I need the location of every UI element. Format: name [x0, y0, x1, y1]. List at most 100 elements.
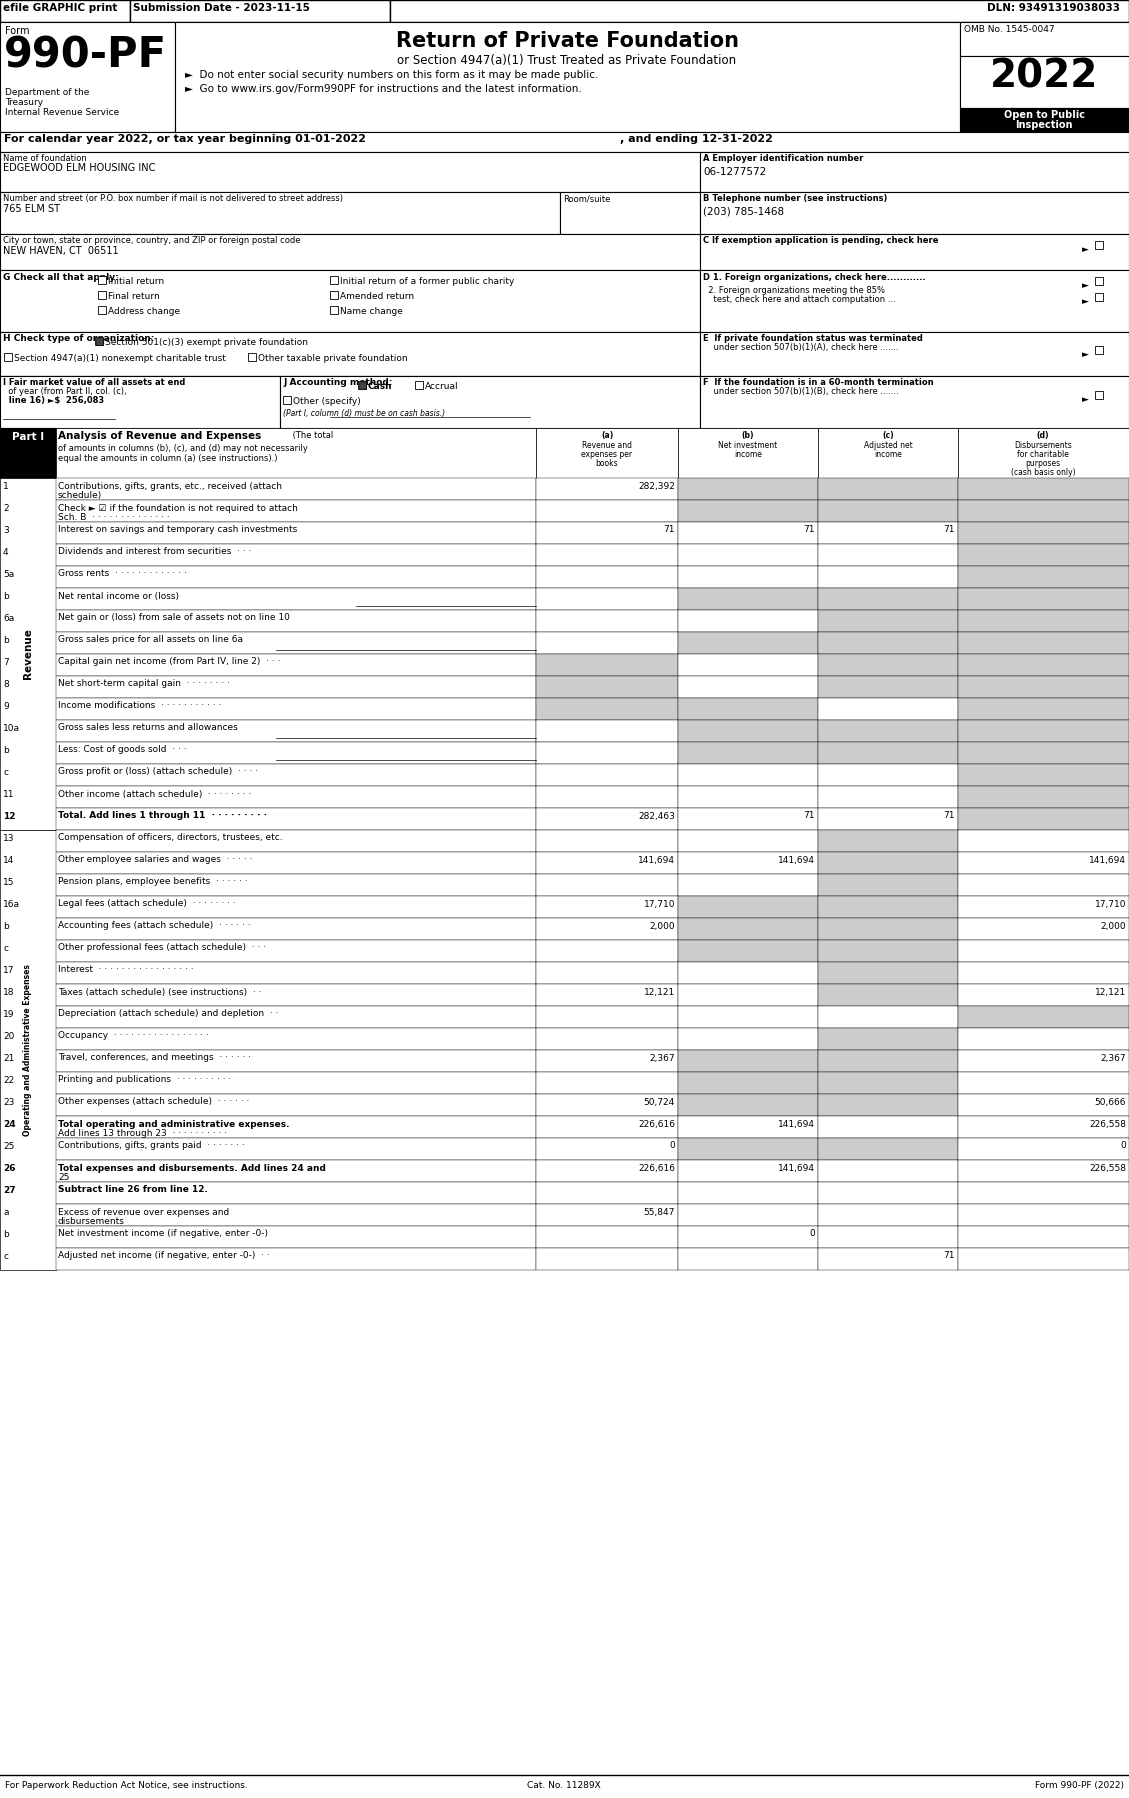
Text: equal the amounts in column (a) (see instructions).): equal the amounts in column (a) (see ins… [58, 455, 278, 464]
Text: Open to Public: Open to Public [1004, 110, 1085, 120]
Text: Department of the: Department of the [5, 88, 89, 97]
Bar [819, 1072, 959, 1093]
Text: I Fair market value of all assets at end: I Fair market value of all assets at end [3, 378, 185, 387]
Text: Cash: Cash [368, 381, 393, 390]
Bar [0, 0, 130, 22]
Bar [819, 1093, 959, 1117]
Text: 2,000: 2,000 [1101, 922, 1126, 931]
Bar [679, 807, 819, 831]
Text: 71: 71 [804, 811, 815, 820]
Bar [959, 633, 1129, 654]
Text: Amended return: Amended return [340, 291, 414, 300]
Bar [679, 874, 819, 895]
Text: J Accounting method:: J Accounting method: [283, 378, 393, 387]
Bar [700, 333, 1129, 376]
Text: (Part I, column (d) must be on cash basis.): (Part I, column (d) must be on cash basi… [283, 408, 445, 417]
Text: Other (specify): Other (specify) [294, 397, 361, 406]
Text: or Section 4947(a)(1) Trust Treated as Private Foundation: or Section 4947(a)(1) Trust Treated as P… [397, 54, 736, 67]
Bar [959, 719, 1129, 743]
Bar [415, 381, 423, 388]
Text: 2,367: 2,367 [1101, 1054, 1126, 1063]
Bar [959, 874, 1129, 895]
Bar [56, 545, 536, 566]
Text: under section 507(b)(1)(A), check here .......: under section 507(b)(1)(A), check here .… [703, 343, 899, 352]
Text: Excess of revenue over expenses and: Excess of revenue over expenses and [58, 1208, 229, 1217]
Text: 14: 14 [3, 856, 15, 865]
Text: F  If the foundation is in a 60-month termination: F If the foundation is in a 60-month ter… [703, 378, 934, 387]
Bar [536, 633, 679, 654]
Bar [819, 521, 959, 545]
Bar [56, 521, 536, 545]
Bar [679, 831, 819, 852]
Text: 4: 4 [3, 548, 9, 557]
Bar [819, 919, 959, 940]
Text: Other employee salaries and wages  · · · · ·: Other employee salaries and wages · · · … [58, 856, 253, 865]
Bar [0, 153, 700, 192]
Text: Printing and publications  · · · · · · · · · ·: Printing and publications · · · · · · · … [58, 1075, 231, 1084]
Bar [56, 633, 536, 654]
Bar [679, 1248, 819, 1269]
Bar [536, 962, 679, 984]
Text: 27: 27 [3, 1187, 16, 1196]
Text: Analysis of Revenue and Expenses: Analysis of Revenue and Expenses [58, 432, 261, 441]
Bar [0, 376, 280, 428]
Text: of year (from Part II, col. (c),: of year (from Part II, col. (c), [3, 387, 126, 396]
Text: 25: 25 [58, 1172, 69, 1181]
Text: Adjusted net: Adjusted net [864, 441, 912, 450]
Text: Other income (attach schedule)  · · · · · · · ·: Other income (attach schedule) · · · · ·… [58, 789, 252, 798]
Bar [819, 698, 959, 719]
Bar [679, 566, 819, 588]
Bar [330, 277, 338, 284]
Bar [819, 807, 959, 831]
Bar [960, 22, 1129, 56]
Bar [819, 1226, 959, 1248]
Bar [959, 895, 1129, 919]
Text: purposes: purposes [1025, 458, 1060, 467]
Text: For calendar year 2022, or tax year beginning 01-01-2022: For calendar year 2022, or tax year begi… [5, 135, 366, 144]
Bar [679, 698, 819, 719]
Text: 2,367: 2,367 [649, 1054, 675, 1063]
Text: Check ► ☑ if the foundation is not required to attach: Check ► ☑ if the foundation is not requi… [58, 503, 298, 512]
Text: Gross sales price for all assets on line 6a: Gross sales price for all assets on line… [58, 635, 243, 644]
Bar [819, 719, 959, 743]
Bar [679, 428, 819, 478]
Bar [56, 807, 536, 831]
Text: (203) 785-1468: (203) 785-1468 [703, 207, 785, 218]
Text: 226,558: 226,558 [1089, 1120, 1126, 1129]
Bar [1095, 345, 1103, 354]
Text: 2. Foreign organizations meeting the 85%: 2. Foreign organizations meeting the 85% [703, 286, 885, 295]
Text: 71: 71 [664, 525, 675, 534]
Text: Net rental income or (loss): Net rental income or (loss) [58, 592, 180, 601]
Text: 71: 71 [804, 525, 815, 534]
Bar [536, 764, 679, 786]
Text: Contributions, gifts, grants paid  · · · · · · ·: Contributions, gifts, grants paid · · · … [58, 1142, 245, 1151]
Text: Interest on savings and temporary cash investments: Interest on savings and temporary cash i… [58, 525, 297, 534]
Bar [536, 521, 679, 545]
Bar [536, 1072, 679, 1093]
Text: C If exemption application is pending, check here: C If exemption application is pending, c… [703, 236, 938, 245]
Bar [56, 1093, 536, 1117]
Bar [959, 654, 1129, 676]
Bar [0, 131, 1129, 153]
Text: 226,616: 226,616 [638, 1120, 675, 1129]
Bar [536, 1160, 679, 1181]
Bar [56, 940, 536, 962]
Text: 21: 21 [3, 1054, 15, 1063]
Text: DLN: 93491319038033: DLN: 93491319038033 [987, 4, 1120, 13]
Bar [0, 270, 700, 333]
Text: 7: 7 [3, 658, 9, 667]
Text: Travel, conferences, and meetings  · · · · · ·: Travel, conferences, and meetings · · · … [58, 1054, 251, 1063]
Bar [56, 1181, 536, 1205]
Text: Net investment income (if negative, enter -0-): Net investment income (if negative, ente… [58, 1230, 268, 1239]
Bar [560, 192, 700, 234]
Bar [819, 1138, 959, 1160]
Bar [56, 962, 536, 984]
Bar [959, 610, 1129, 633]
Bar [0, 192, 560, 234]
Bar [1095, 277, 1103, 286]
Bar [0, 22, 175, 131]
Bar [960, 108, 1129, 131]
Text: 18: 18 [3, 987, 15, 998]
Text: 5a: 5a [3, 570, 15, 579]
Bar [536, 895, 679, 919]
